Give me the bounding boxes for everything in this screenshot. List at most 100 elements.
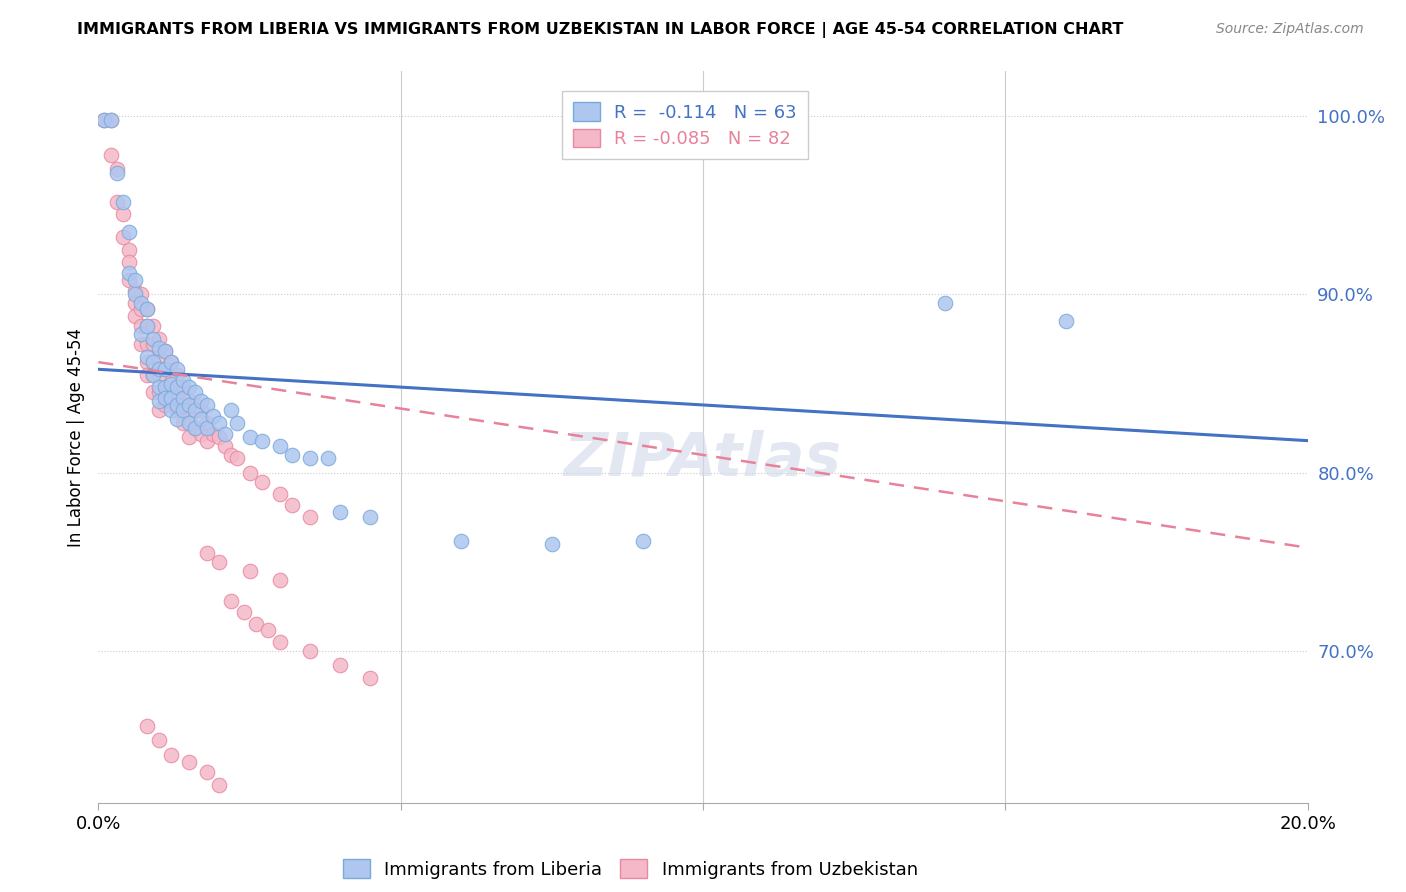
Point — [142, 319, 165, 334]
Point — [124, 287, 146, 301]
Point — [153, 362, 176, 376]
Point — [540, 537, 562, 551]
Point — [135, 350, 157, 364]
Point — [208, 430, 231, 444]
Point — [226, 416, 249, 430]
Text: IMMIGRANTS FROM LIBERIA VS IMMIGRANTS FROM UZBEKISTAN IN LABOR FORCE | AGE 45-54: IMMIGRANTS FROM LIBERIA VS IMMIGRANTS FR… — [77, 22, 1123, 38]
Point — [160, 376, 183, 391]
Point — [93, 112, 115, 127]
Point — [202, 409, 225, 423]
Point — [148, 385, 170, 400]
Point — [269, 573, 291, 587]
Point — [172, 403, 194, 417]
Point — [179, 394, 201, 409]
Point — [153, 398, 176, 412]
Point — [142, 368, 165, 382]
Point — [329, 658, 352, 673]
Point — [160, 376, 183, 391]
Point — [281, 498, 304, 512]
Point — [172, 416, 194, 430]
Point — [299, 644, 322, 658]
Point — [135, 719, 157, 733]
Point — [202, 426, 225, 441]
Point — [250, 434, 273, 448]
Point — [360, 510, 382, 524]
Point — [129, 326, 152, 341]
Point — [184, 421, 207, 435]
Point — [184, 398, 207, 412]
Point — [135, 301, 157, 316]
Point — [450, 533, 472, 548]
Point — [214, 439, 236, 453]
Point — [179, 412, 201, 426]
Point — [111, 207, 134, 221]
Text: ZIPAtlas: ZIPAtlas — [564, 430, 842, 489]
Point — [195, 421, 218, 435]
Point — [221, 448, 243, 462]
Point — [100, 112, 122, 127]
Point — [179, 430, 201, 444]
Point — [166, 385, 188, 400]
Point — [172, 380, 194, 394]
Point — [166, 380, 188, 394]
Point — [160, 394, 183, 409]
Point — [148, 733, 170, 747]
Point — [105, 162, 128, 177]
Point — [148, 341, 170, 355]
Point — [129, 337, 152, 351]
Point — [166, 403, 188, 417]
Point — [208, 555, 231, 569]
Point — [195, 546, 218, 560]
Point — [179, 755, 201, 769]
Point — [214, 426, 236, 441]
Point — [195, 398, 218, 412]
Point — [135, 319, 157, 334]
Point — [135, 301, 157, 316]
Point — [135, 337, 157, 351]
Point — [148, 403, 170, 417]
Point — [160, 747, 183, 762]
Point — [360, 671, 382, 685]
Point — [299, 510, 322, 524]
Point — [100, 112, 122, 127]
Point — [184, 421, 207, 435]
Point — [93, 112, 115, 127]
Point — [316, 451, 339, 466]
Point — [124, 273, 146, 287]
Point — [166, 362, 188, 376]
Point — [124, 284, 146, 298]
Point — [195, 416, 218, 430]
Legend: Immigrants from Liberia, Immigrants from Uzbekistan: Immigrants from Liberia, Immigrants from… — [336, 852, 925, 886]
Y-axis label: In Labor Force | Age 45-54: In Labor Force | Age 45-54 — [66, 327, 84, 547]
Point — [111, 194, 134, 209]
Point — [179, 380, 201, 394]
Point — [184, 403, 207, 417]
Point — [934, 296, 956, 310]
Point — [105, 194, 128, 209]
Text: Source: ZipAtlas.com: Source: ZipAtlas.com — [1216, 22, 1364, 37]
Point — [142, 355, 165, 369]
Point — [221, 594, 243, 608]
Point — [208, 416, 231, 430]
Point — [269, 439, 291, 453]
Point — [245, 617, 267, 632]
Point — [631, 533, 654, 548]
Point — [166, 398, 188, 412]
Point — [148, 394, 170, 409]
Point — [153, 344, 176, 359]
Point — [179, 398, 201, 412]
Point — [160, 355, 183, 369]
Point — [118, 225, 141, 239]
Point — [135, 355, 157, 369]
Point — [281, 448, 304, 462]
Point — [239, 564, 262, 578]
Point — [190, 426, 212, 441]
Point — [208, 778, 231, 792]
Point — [153, 391, 176, 405]
Point — [118, 243, 141, 257]
Point — [148, 362, 170, 376]
Point — [142, 355, 165, 369]
Point — [124, 296, 146, 310]
Point — [172, 398, 194, 412]
Point — [184, 385, 207, 400]
